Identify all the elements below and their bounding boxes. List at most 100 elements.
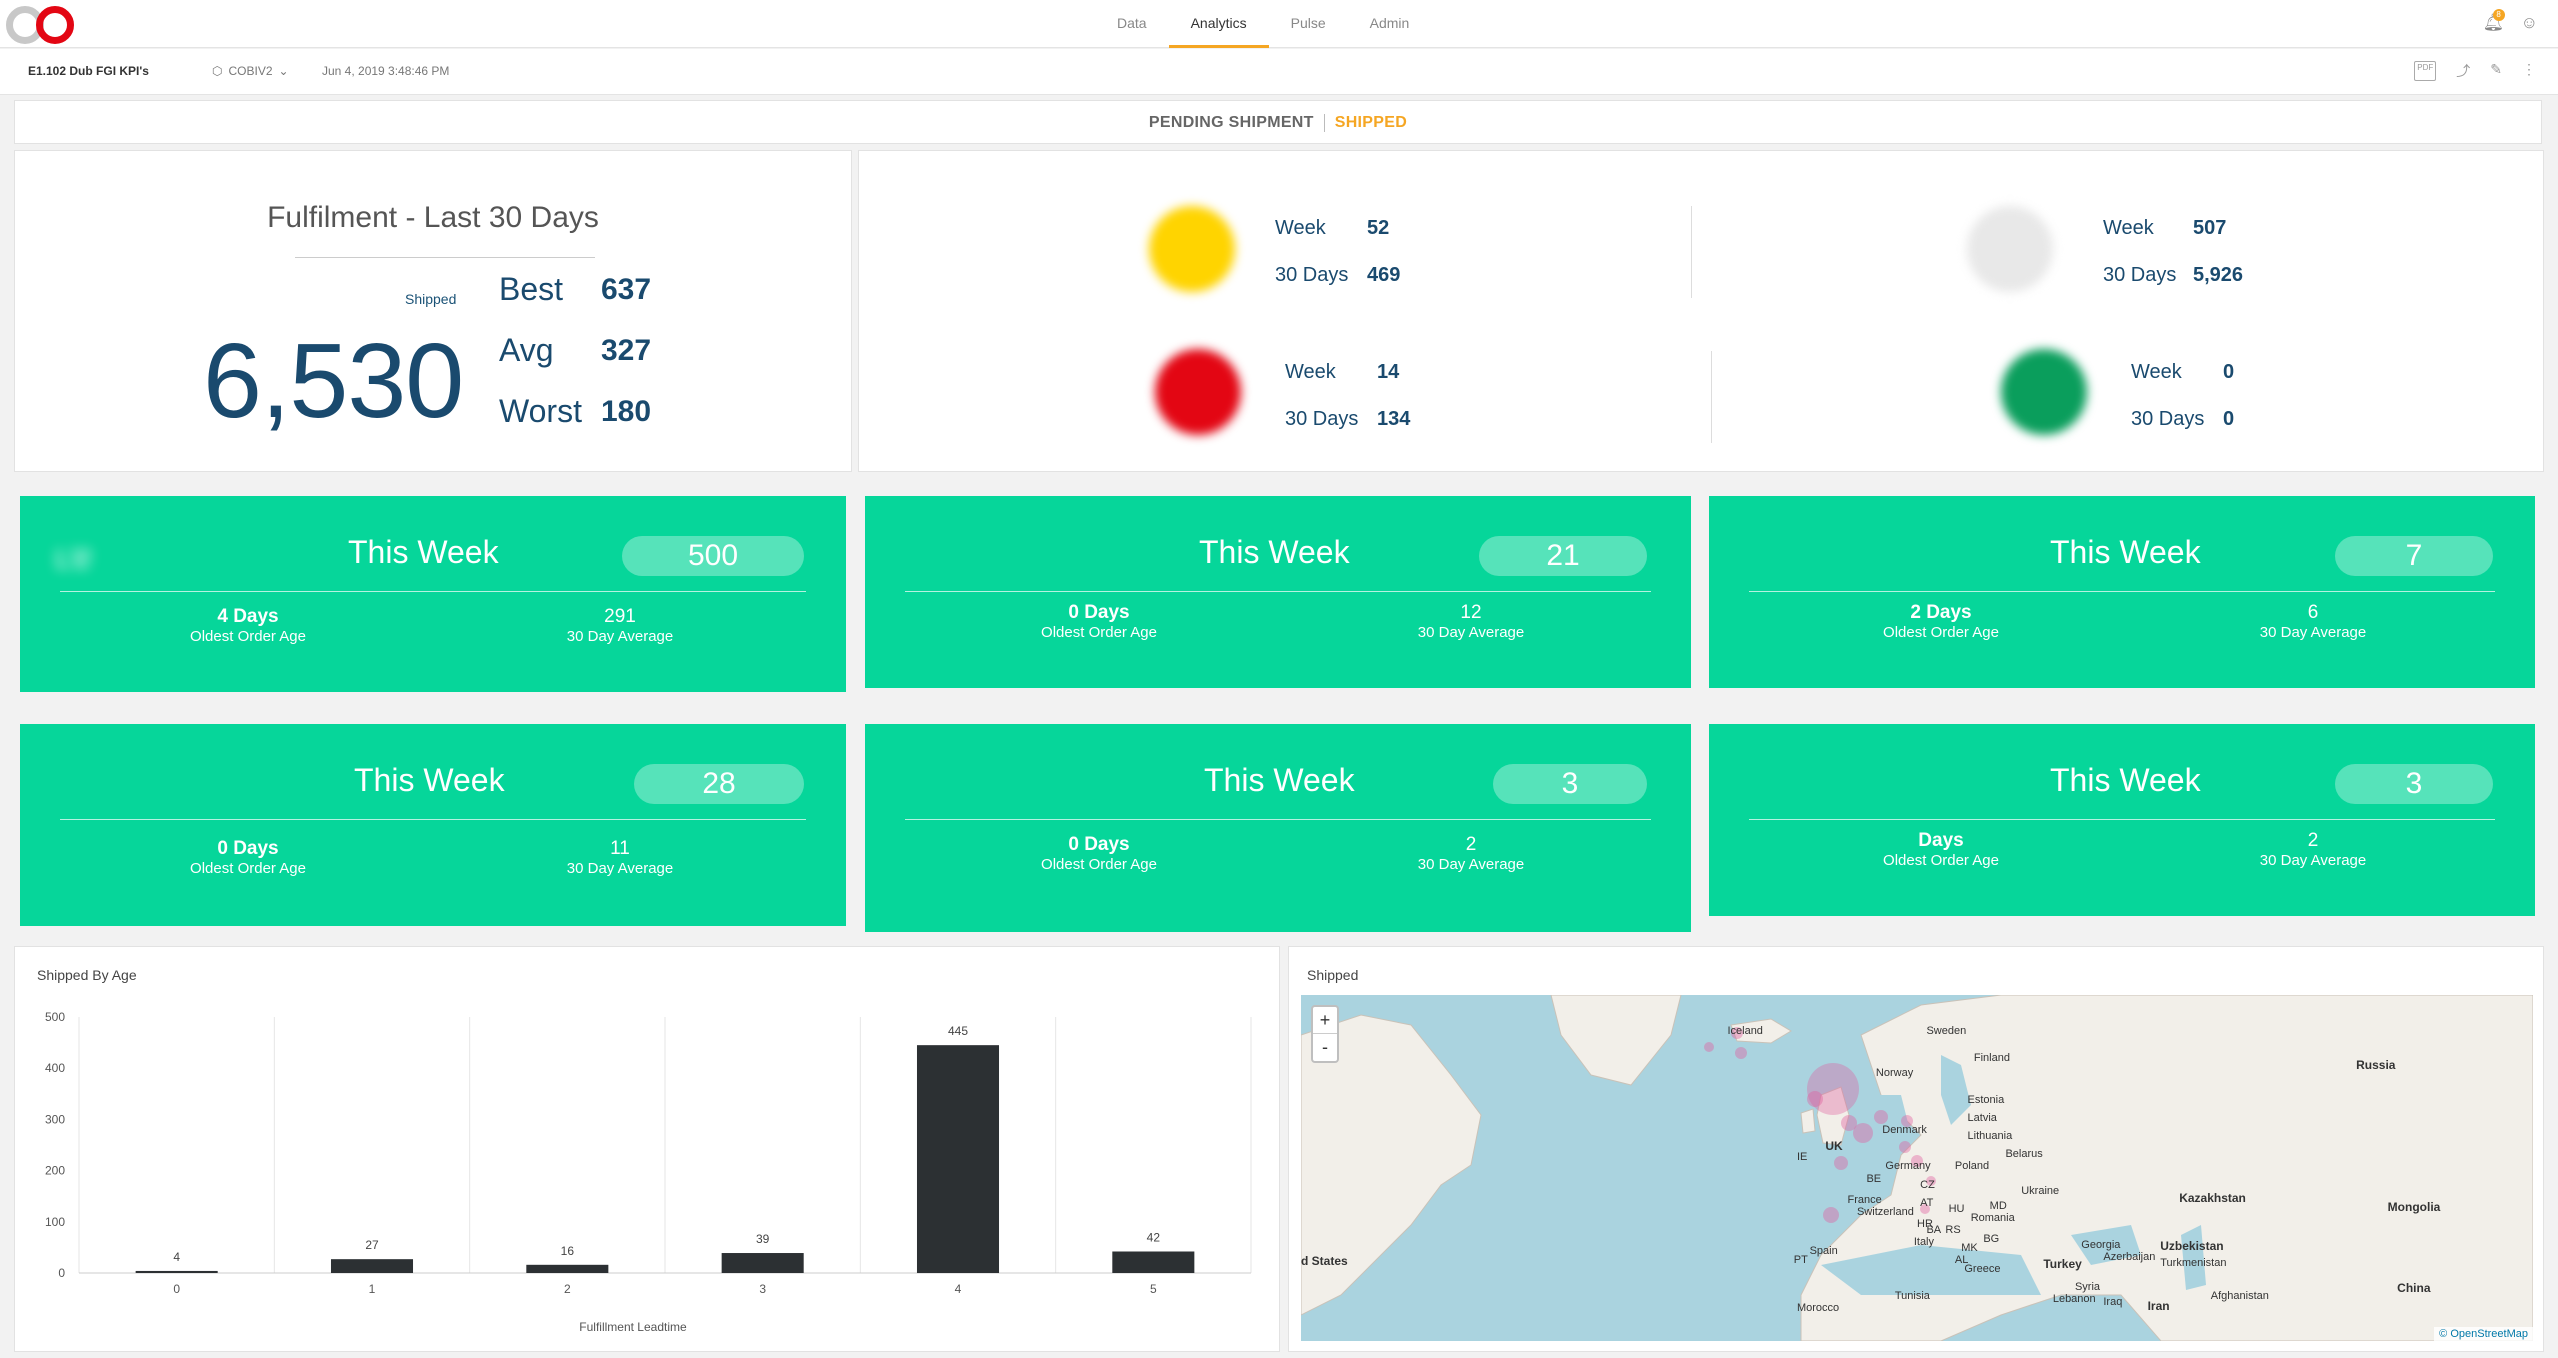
map-label-syria: Syria	[2074, 1280, 2100, 1293]
datasource-select[interactable]: ⬡ COBIV2 ⌄	[212, 64, 289, 78]
map-label-be: BE	[1866, 1172, 1882, 1185]
map-bubble-be[interactable]	[1841, 1115, 1857, 1131]
customer-card-1[interactable]: ʟɐ This Week 500 4 Days Oldest Order Age…	[20, 496, 846, 692]
map-label-tunisia: Tunisia	[1894, 1289, 1930, 1302]
y-tick-label: 0	[58, 1266, 65, 1280]
edit-icon[interactable]: ✎	[2490, 61, 2502, 77]
tab-pending-shipment[interactable]: PENDING SHIPMENT	[1148, 114, 1314, 131]
card-1-week-count: 500	[622, 536, 804, 576]
share-icon[interactable]: ⤴	[2456, 63, 2471, 79]
nav-data[interactable]: Data	[1117, 15, 1147, 31]
dashboard-actions: PDF ⤴ ✎ ⋮	[2414, 61, 2536, 81]
card-3-oldest: 2 Days Oldest Order Age	[1801, 602, 2081, 641]
pdf-icon[interactable]: PDF	[2414, 61, 2437, 81]
bell-icon[interactable]: 🔔︎ 8	[2482, 9, 2505, 32]
customer-card-2[interactable]: This Week 21 0 Days Oldest Order Age 12 …	[865, 496, 1691, 688]
map-label-ie: IE	[1796, 1151, 1808, 1164]
dashboard-bar: E1.102 Dub FGI KPI's ⬡ COBIV2 ⌄ Jun 4, 2…	[0, 49, 2558, 95]
shipped-map-panel: Shipped	[1288, 946, 2544, 1352]
carrier-3-week-value: 14	[1377, 361, 1400, 383]
map-bubble-es[interactable]	[1823, 1207, 1839, 1223]
card-4-week-count: 28	[634, 764, 804, 804]
customer-logo-4	[54, 764, 111, 807]
land-greenland	[1550, 995, 1682, 1086]
best-label: Best	[499, 271, 564, 307]
app-logo[interactable]	[6, 4, 82, 44]
customer-card-3[interactable]: This Week 7 2 Days Oldest Order Age 6 30…	[1709, 496, 2535, 688]
carrier-4-30days-label: 30 Days	[2131, 408, 2205, 430]
carrier-4-30days-value: 0	[2223, 408, 2235, 430]
customer-logo-5	[899, 764, 918, 807]
card-1-oldest: 4 Days Oldest Order Age	[108, 606, 388, 645]
map-label-uk: UK	[1825, 1139, 1843, 1154]
land-ireland	[1800, 1108, 1816, 1134]
user-icon[interactable]: ☺︎	[2520, 13, 2538, 32]
notification-badge: 8	[2492, 9, 2505, 21]
map-bubble-fi[interactable]	[1735, 1047, 1747, 1059]
map-label-belarus: Belarus	[2005, 1148, 2043, 1161]
nav-pulse[interactable]: Pulse	[1290, 15, 1326, 31]
zoom-in-button[interactable]: +	[1313, 1007, 1337, 1034]
land-uk	[1816, 1086, 1850, 1146]
map-label-turkey: Turkey	[2043, 1256, 2082, 1271]
card-4-oldest-label: Oldest Order Age	[190, 860, 306, 877]
map-label-ukraine: Ukraine	[2021, 1184, 2060, 1197]
map-label-estonia: Estonia	[1967, 1094, 2005, 1107]
carrier-3-week-label: Week	[1285, 361, 1336, 383]
shipment-tabs: PENDING SHIPMENT SHIPPED	[14, 100, 2542, 144]
card-5-avg-value: 2	[1465, 834, 1477, 855]
card-3-avg-label: 30 Day Average	[2259, 624, 2367, 641]
map-label-at: AT	[1920, 1196, 1934, 1209]
card-5-week-label: This Week	[1204, 762, 1355, 798]
map-bubble-no[interactable]	[1704, 1042, 1714, 1052]
map-canvas[interactable]: + - Iceland Sweden Finland Norway Russia…	[1301, 995, 2533, 1341]
card-2-oldest-value: 0 Days	[1068, 602, 1130, 623]
tab-shipped[interactable]: SHIPPED	[1334, 114, 1408, 131]
nav-admin[interactable]: Admin	[1369, 15, 1410, 31]
map-label-pt: PT	[1793, 1253, 1808, 1266]
map-bubble-bg[interactable]	[1926, 1176, 1936, 1186]
map-label-iraq: Iraq	[2103, 1295, 2123, 1308]
bar-chart: 0 100 200 300 400 500 4 0 27 1 16 2 39 3 445 4 42 5 Fulfil…	[45, 1010, 1252, 1334]
card-2-week-label: This Week	[1199, 534, 1350, 570]
map-bubble-cz[interactable]	[1901, 1115, 1913, 1127]
map-bubble-gr[interactable]	[1920, 1204, 1930, 1214]
card-1-avg-label: 30 Day Average	[566, 628, 674, 645]
land-iceland	[1730, 1018, 1792, 1044]
card-6-avg-value: 2	[2307, 830, 2319, 851]
card-3-oldest-label: Oldest Order Age	[1883, 624, 1999, 641]
cube-icon: ⬡	[212, 64, 223, 78]
map-bubble-se[interactable]	[1731, 1027, 1743, 1039]
card-3-avg-value: 6	[2307, 602, 2319, 623]
tab-divider	[1323, 113, 1325, 132]
card-1-oldest-label: Oldest Order Age	[190, 628, 306, 645]
card-1-avg-value: 291	[604, 606, 636, 627]
map-attribution[interactable]: © OpenStreetMap	[2434, 1327, 2533, 1341]
more-icon[interactable]: ⋮	[2522, 61, 2536, 77]
card-6-week-label: This Week	[2050, 762, 2201, 798]
carrier-logo-2	[1967, 206, 2053, 292]
bar	[916, 1045, 1000, 1273]
card-2-oldest: 0 Days Oldest Order Age	[959, 602, 1239, 641]
refresh-timestamp: Jun 4, 2019 3:48:46 PM	[322, 64, 450, 78]
map-bubble-ie[interactable]	[1807, 1091, 1823, 1107]
map-bubble-uk[interactable]	[1807, 1063, 1859, 1115]
map-bubble-at[interactable]	[1899, 1141, 1911, 1153]
customer-card-5[interactable]: This Week 3 0 Days Oldest Order Age 2 30…	[865, 724, 1691, 932]
map-bubble-de[interactable]	[1874, 1110, 1888, 1124]
map-bubble-ch[interactable]	[1834, 1156, 1848, 1170]
customer-card-6[interactable]: This Week 3 Days Oldest Order Age 2 30 D…	[1709, 724, 2535, 916]
zoom-out-button[interactable]: -	[1322, 1037, 1328, 1057]
y-tick-label: 300	[45, 1112, 65, 1126]
y-tick-label: 200	[45, 1164, 65, 1178]
customer-card-4[interactable]: This Week 28 0 Days Oldest Order Age 11 …	[20, 724, 846, 926]
map-bubble-hu[interactable]	[1911, 1155, 1923, 1167]
x-tick-label: 1	[369, 1282, 376, 1296]
map-label-hu: HU	[1948, 1202, 1965, 1215]
y-tick-label: 500	[45, 1010, 65, 1024]
map-bubble-fr[interactable]	[1853, 1123, 1873, 1143]
nav-analytics[interactable]: Analytics	[1168, 0, 1269, 48]
map-zoom-control: + -	[1311, 1005, 1339, 1063]
card-1-oldest-value: 4 Days	[217, 606, 279, 627]
card-6-avg: 2 30 Day Average	[2173, 830, 2453, 869]
